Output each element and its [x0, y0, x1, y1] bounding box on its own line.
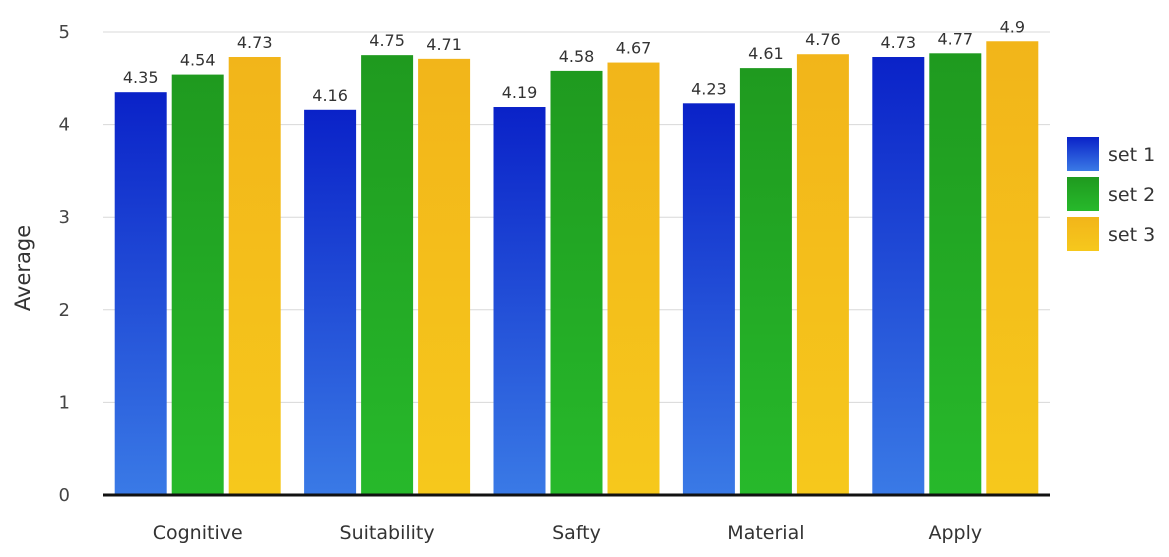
bar-value-label: 4.73 [880, 33, 916, 52]
y-tick-label: 2 [59, 300, 70, 321]
legend-item: set 2 [1067, 177, 1155, 211]
bar-value-label: 4.16 [312, 86, 348, 105]
bar [929, 53, 982, 495]
data-labels: 4.35 4.54 4.73 4.16 4.75 4.71 4.19 4.58 4.67 4.23… [123, 17, 1025, 105]
bar-value-label: 4.54 [180, 51, 216, 70]
bar-value-label: 4.35 [123, 68, 159, 87]
bar-value-label: 4.58 [559, 47, 595, 66]
y-tick-label: 3 [59, 207, 70, 228]
bar [607, 62, 660, 496]
bars [114, 41, 1039, 496]
y-tick-label: 0 [59, 485, 70, 506]
bar-value-label: 4.67 [616, 39, 652, 58]
legend-item: set 1 [1067, 137, 1155, 171]
bar [493, 107, 546, 496]
bar [986, 41, 1039, 495]
legend-label: set 1 [1108, 144, 1155, 166]
bar-value-label: 4.77 [937, 29, 973, 48]
legend-swatch [1067, 217, 1099, 251]
x-tick-label: Suitability [340, 522, 435, 544]
axes: Average 0 1 2 3 4 5 Cognitive Suitability Safty M… [11, 22, 1050, 544]
bar [796, 54, 849, 495]
bar-value-label: 4.71 [426, 35, 462, 54]
legend: set 1 set 2 set 3 [1067, 137, 1155, 251]
bar [114, 92, 167, 495]
bar-value-label: 4.76 [805, 30, 841, 49]
bar-value-label: 4.19 [502, 83, 538, 102]
x-tick-label: Apply [928, 522, 982, 544]
bar [361, 55, 414, 496]
bar-value-label: 4.61 [748, 44, 784, 63]
bar [682, 103, 735, 495]
bar [171, 74, 224, 495]
bar [550, 70, 603, 495]
y-tick-label: 4 [59, 115, 70, 136]
bar-value-label: 4.75 [369, 31, 405, 50]
legend-item: set 3 [1067, 217, 1155, 251]
y-tick-label: 5 [59, 22, 70, 43]
legend-swatch [1067, 137, 1099, 171]
bar [304, 109, 357, 495]
bar [872, 57, 925, 495]
x-tick-label: Material [727, 522, 804, 544]
legend-label: set 2 [1108, 184, 1155, 206]
bar-value-label: 4.23 [691, 79, 727, 98]
x-tick-label: Cognitive [153, 522, 243, 544]
bar [739, 68, 792, 495]
x-tick-label: Safty [552, 522, 601, 544]
bar [228, 57, 281, 495]
bar-value-label: 4.73 [237, 33, 273, 52]
legend-swatch [1067, 177, 1099, 211]
y-axis-title: Average [11, 225, 35, 311]
y-tick-label: 1 [59, 392, 70, 413]
bar [418, 58, 471, 495]
legend-label: set 3 [1108, 224, 1155, 246]
bar-value-label: 4.9 [1000, 17, 1025, 36]
